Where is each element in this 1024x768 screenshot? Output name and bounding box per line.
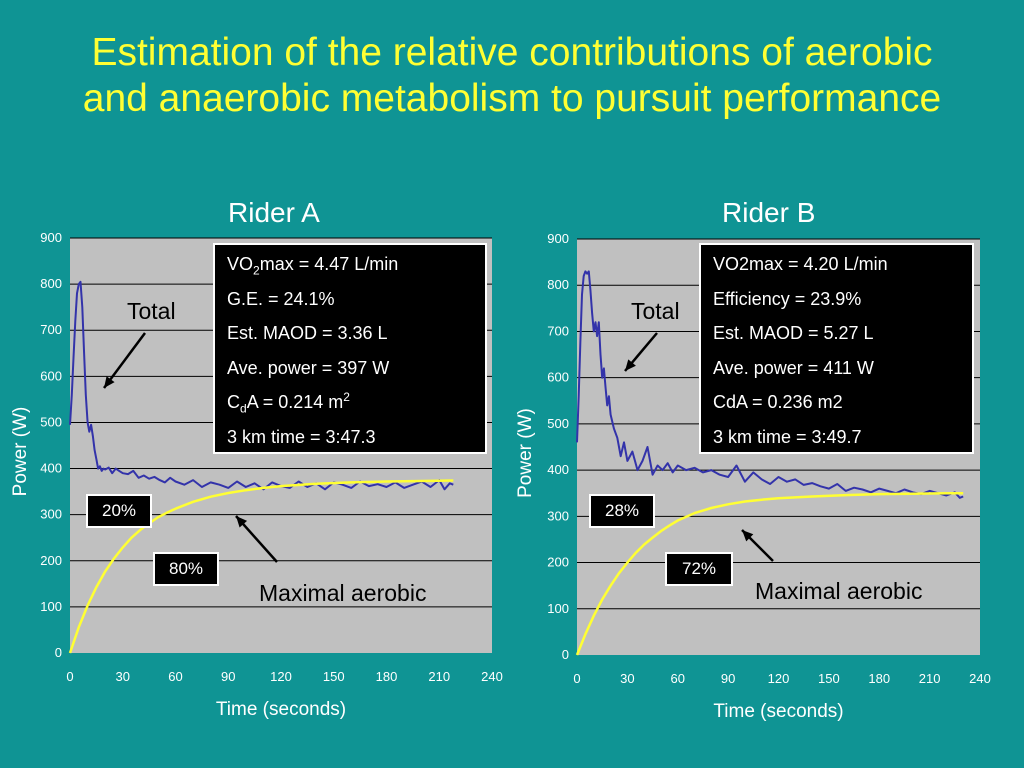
x-axis-label: Time (seconds) (713, 701, 843, 722)
x-tick-label: 0 (66, 669, 73, 684)
y-tick-label: 500 (40, 414, 62, 429)
y-axis-label: Power (W) (515, 408, 536, 498)
annotation-arrowhead (625, 359, 636, 371)
x-tick-label: 60 (168, 669, 182, 684)
stat-vo2max: VO2max = 4.47 L/min (227, 254, 399, 278)
chart-title-rider-a: Rider A (228, 197, 320, 228)
y-tick-label: 0 (55, 645, 62, 660)
y-tick-label: 800 (547, 277, 569, 292)
series-line-total (576, 270, 964, 499)
stat-maod: Est. MAOD = 5.27 L (713, 323, 874, 343)
stat-vo2max: VO2max = 4.20 L/min (713, 254, 888, 274)
y-tick-label: 600 (40, 368, 62, 383)
stat-3km-time: 3 km time = 3:47.3 (227, 426, 376, 447)
x-tick-label: 120 (270, 669, 292, 684)
aerobic-pct-rider-a: 80% (153, 552, 219, 586)
y-tick-label: 200 (40, 553, 62, 568)
anaerobic-pct-rider-b: 28% (589, 494, 655, 528)
x-tick-label: 30 (116, 669, 130, 684)
x-tick-label: 180 (376, 669, 398, 684)
stat-cda: CdA = 0.214 m2 (227, 390, 350, 416)
x-tick-label: 210 (919, 671, 941, 686)
stat-ave-power: Ave. power = 397 W (227, 357, 390, 378)
y-tick-label: 600 (547, 370, 569, 385)
y-tick-label: 400 (547, 462, 569, 477)
y-tick-label: 800 (40, 276, 62, 291)
y-tick-label: 700 (40, 322, 62, 337)
stat-maod: Est. MAOD = 3.36 L (227, 323, 388, 343)
aerobic-label-rider-a: Maximal aerobic (259, 580, 427, 606)
annotation-arrowhead (104, 376, 115, 388)
anaerobic-pct-rider-a: 20% (86, 494, 152, 528)
aerobic-pct-rider-b: 72% (665, 552, 733, 586)
y-tick-label: 900 (40, 230, 62, 245)
y-tick-label: 100 (547, 601, 569, 616)
x-tick-label: 120 (768, 671, 790, 686)
x-tick-label: 240 (481, 669, 503, 684)
annotation-arrow (102, 332, 147, 389)
x-tick-label: 60 (671, 671, 685, 686)
series-line-total (69, 280, 454, 491)
slide-title-line1: Estimation of the relative contributions… (91, 31, 933, 74)
annotation-arrowhead (236, 516, 248, 528)
y-tick-label: 900 (547, 231, 569, 246)
series-line-aerobic (68, 479, 454, 654)
y-tick-label: 400 (40, 461, 62, 476)
y-tick-label: 200 (547, 555, 569, 570)
x-tick-label: 180 (868, 671, 890, 686)
x-axis-label: Time (seconds) (216, 699, 346, 720)
slide-title-line2: and anaerobic metabolism to pursuit perf… (82, 77, 942, 120)
chart-title-rider-b: Rider B (722, 197, 816, 228)
total-label-rider-a: Total (127, 298, 176, 324)
total-label-rider-b: Total (631, 298, 680, 324)
x-tick-label: 240 (969, 671, 991, 686)
stats-box-rider-a: VO2max = 4.47 L/min G.E. = 24.1% Est. MA… (213, 243, 487, 454)
slide-title: Estimation of the relative contributions… (0, 30, 1024, 122)
y-tick-label: 100 (40, 599, 62, 614)
y-tick-label: 700 (547, 323, 569, 338)
y-axis-label: Power (W) (10, 407, 31, 497)
x-tick-label: 150 (323, 669, 345, 684)
x-tick-label: 0 (573, 671, 580, 686)
y-tick-label: 0 (562, 647, 569, 662)
y-tick-label: 500 (547, 416, 569, 431)
stat-3km-time: 3 km time = 3:49.7 (713, 426, 862, 447)
y-tick-label: 300 (40, 507, 62, 522)
stat-efficiency: Efficiency = 23.9% (713, 288, 862, 309)
x-tick-label: 30 (620, 671, 634, 686)
stat-ave-power: Ave. power = 411 W (713, 357, 874, 378)
aerobic-label-rider-b: Maximal aerobic (755, 578, 923, 604)
x-tick-label: 210 (428, 669, 450, 684)
stat-ge: G.E. = 24.1% (227, 288, 335, 309)
stat-cda: CdA = 0.236 m2 (713, 392, 843, 412)
annotation-arrowhead (742, 530, 754, 542)
stats-box-rider-b: VO2max = 4.20 L/min Efficiency = 23.9% E… (699, 243, 974, 454)
x-tick-label: 90 (721, 671, 735, 686)
x-tick-label: 150 (818, 671, 840, 686)
x-tick-label: 90 (221, 669, 235, 684)
y-tick-label: 300 (547, 508, 569, 523)
series-line-aerobic (575, 491, 964, 656)
